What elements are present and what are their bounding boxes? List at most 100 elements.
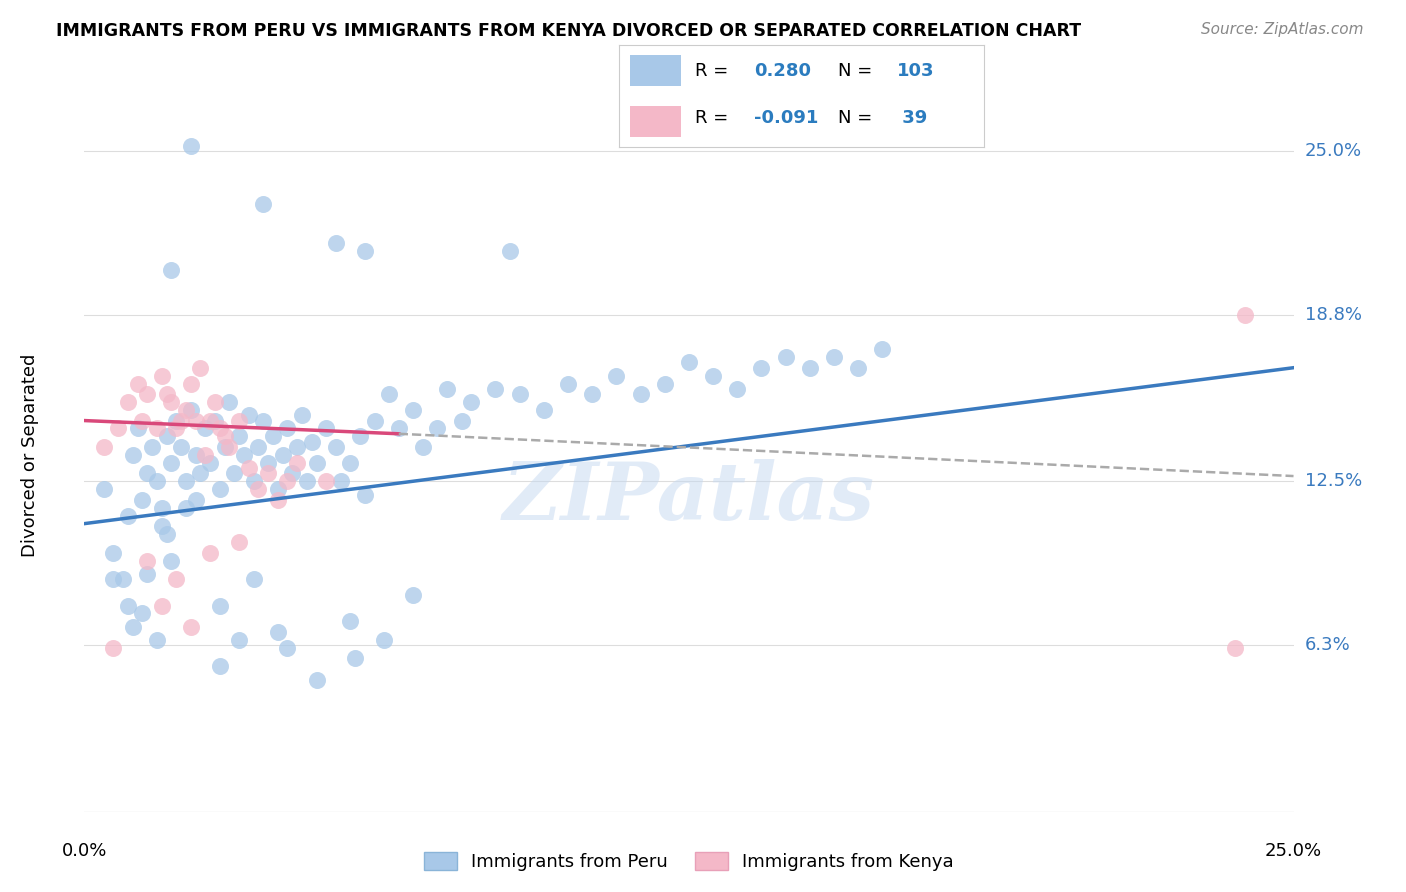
Point xyxy=(136,467,159,481)
Point xyxy=(131,413,153,427)
Point xyxy=(165,421,187,435)
Point xyxy=(174,475,197,489)
Text: ZIPatlas: ZIPatlas xyxy=(503,459,875,536)
Point xyxy=(846,360,869,375)
Point xyxy=(198,413,221,427)
Point xyxy=(204,413,226,427)
Point xyxy=(267,492,290,507)
Point xyxy=(339,615,361,629)
Point xyxy=(276,421,298,435)
Point xyxy=(194,421,217,435)
Point xyxy=(198,456,221,470)
Point xyxy=(533,403,555,417)
Point xyxy=(329,475,352,489)
Point xyxy=(224,467,246,481)
Point xyxy=(180,620,202,634)
Point xyxy=(238,409,260,423)
Text: -0.091: -0.091 xyxy=(754,110,818,128)
Point xyxy=(257,467,280,481)
Point xyxy=(557,376,579,391)
Point xyxy=(349,429,371,443)
Point xyxy=(388,421,411,435)
Point xyxy=(252,413,274,427)
Text: 0.0%: 0.0% xyxy=(62,842,107,860)
Point xyxy=(281,467,304,481)
Point xyxy=(228,413,250,427)
Point xyxy=(872,342,894,356)
Point xyxy=(291,409,314,423)
Point xyxy=(170,440,193,454)
Text: N =: N = xyxy=(838,110,872,128)
Point xyxy=(325,440,347,454)
Point xyxy=(127,421,149,435)
Point xyxy=(301,434,323,449)
Point xyxy=(450,413,472,427)
Text: 25.0%: 25.0% xyxy=(1305,142,1362,160)
Point xyxy=(285,456,308,470)
Point xyxy=(228,429,250,443)
Point xyxy=(190,360,212,375)
Point xyxy=(184,448,207,462)
Point xyxy=(208,421,231,435)
Point xyxy=(252,197,274,211)
Point xyxy=(605,368,627,383)
Point xyxy=(160,456,183,470)
Point xyxy=(267,625,290,640)
Point xyxy=(247,440,270,454)
Point xyxy=(146,475,169,489)
Point xyxy=(150,500,173,515)
Text: Divorced or Separated: Divorced or Separated xyxy=(21,353,39,557)
Point xyxy=(581,387,603,401)
Point xyxy=(271,448,294,462)
Point xyxy=(378,387,401,401)
Point xyxy=(339,456,361,470)
Point xyxy=(238,461,260,475)
Point xyxy=(194,448,217,462)
Bar xyxy=(630,55,681,86)
Point xyxy=(267,483,290,497)
Text: R =: R = xyxy=(696,110,728,128)
Point xyxy=(136,554,159,568)
Point xyxy=(204,395,226,409)
Point xyxy=(141,440,163,454)
Point xyxy=(93,440,115,454)
Bar xyxy=(630,106,681,137)
Point xyxy=(276,640,298,655)
Point xyxy=(678,355,700,369)
Point xyxy=(344,651,367,665)
Point xyxy=(112,572,135,586)
Point xyxy=(208,659,231,673)
Point xyxy=(131,492,153,507)
Point xyxy=(165,413,187,427)
Point xyxy=(354,487,377,501)
Point xyxy=(630,387,652,401)
Point xyxy=(155,429,177,443)
Point xyxy=(233,448,256,462)
Point xyxy=(103,640,125,655)
Point xyxy=(136,566,159,581)
Point xyxy=(214,440,236,454)
Point xyxy=(725,382,748,396)
Point xyxy=(436,382,458,396)
Point xyxy=(165,572,187,586)
Point xyxy=(155,527,177,541)
Point xyxy=(127,376,149,391)
Point xyxy=(484,382,506,396)
Point xyxy=(509,387,531,401)
Text: 6.3%: 6.3% xyxy=(1305,636,1350,654)
Point xyxy=(285,440,308,454)
Point xyxy=(460,395,482,409)
Point xyxy=(103,546,125,560)
Point xyxy=(799,360,821,375)
Point xyxy=(117,508,139,523)
Point xyxy=(174,403,197,417)
Point xyxy=(117,599,139,613)
Point xyxy=(373,632,395,647)
Point xyxy=(131,607,153,621)
Point xyxy=(654,376,676,391)
Point xyxy=(218,440,240,454)
Text: R =: R = xyxy=(696,62,728,80)
Point xyxy=(136,387,159,401)
Point xyxy=(180,138,202,153)
Point xyxy=(107,421,129,435)
